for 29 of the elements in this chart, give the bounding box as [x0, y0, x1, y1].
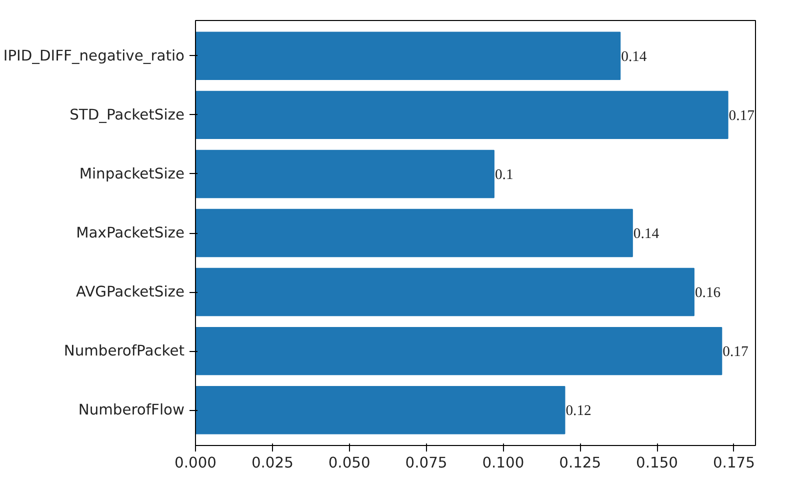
bar	[196, 208, 633, 258]
data-label: 0.16	[694, 285, 721, 302]
x-tick-label: 0.125	[559, 454, 602, 472]
data-label: 0.17	[728, 108, 754, 124]
x-tick-label: 0.050	[328, 454, 370, 472]
bar	[196, 32, 621, 80]
x-tick-label: 0.100	[482, 454, 524, 472]
x-tick-label: 0.000	[174, 454, 216, 472]
bar	[196, 386, 566, 434]
y-tick-label: MaxPacketSize	[76, 224, 185, 242]
bar	[196, 326, 722, 376]
y-tick-label: NumberofPacket	[64, 342, 185, 360]
data-label: 0.14	[621, 48, 648, 65]
y-tick-label: IPID_DIFF_negative_ratio	[3, 47, 185, 64]
bar	[196, 90, 728, 140]
x-tick-label: 0.075	[405, 454, 448, 472]
bar	[196, 268, 694, 316]
data-label: 0.14	[633, 226, 660, 242]
x-tick-label: 0.175	[712, 454, 755, 472]
data-label: 0.17	[722, 344, 748, 360]
bar	[196, 150, 494, 198]
y-tick-label: AVGPacketSize	[76, 284, 185, 301]
y-tick-label: STD_PacketSize	[70, 106, 185, 124]
x-tick-label: 0.150	[636, 454, 678, 472]
y-tick-label: NumberofFlow	[78, 402, 185, 419]
x-tick-label: 0.025	[251, 454, 294, 472]
data-label: 0.1	[494, 166, 514, 183]
y-tick-label: MinpacketSize	[79, 165, 185, 182]
data-label: 0.12	[566, 403, 592, 420]
